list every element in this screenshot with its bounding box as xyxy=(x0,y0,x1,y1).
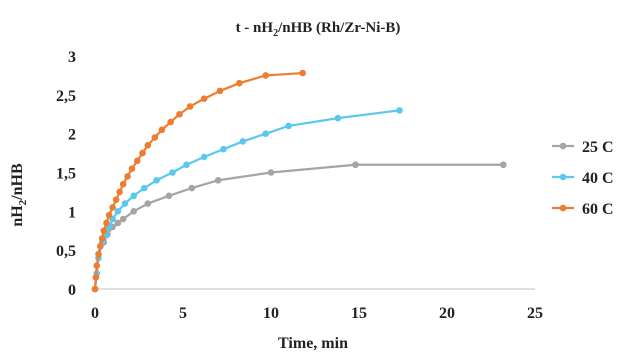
data-point xyxy=(139,149,146,157)
data-point xyxy=(96,242,104,250)
data-point xyxy=(200,95,208,103)
x-tick-label: 25 xyxy=(527,305,543,322)
y-axis-title: nH2/nHB xyxy=(9,163,29,227)
y-tick-label: 2 xyxy=(68,127,76,144)
data-point xyxy=(124,173,131,180)
data-point xyxy=(167,118,174,126)
data-point xyxy=(130,192,138,200)
data-point xyxy=(285,122,292,130)
series-40-c xyxy=(91,107,403,293)
data-point xyxy=(128,165,136,172)
data-point xyxy=(262,72,270,79)
data-point xyxy=(119,180,127,188)
series-60-c xyxy=(91,69,306,293)
chart-title: t - nH2/nHB (Rh/Zr-Ni-B) xyxy=(236,20,401,39)
data-point xyxy=(500,161,507,169)
data-point xyxy=(98,235,106,242)
data-point xyxy=(93,262,101,270)
data-point xyxy=(396,107,403,114)
data-point xyxy=(214,176,222,184)
y-axis-title-subscript: 2 xyxy=(17,199,29,205)
data-point xyxy=(165,192,173,200)
data-point xyxy=(186,103,194,110)
y-tick-label: 0,5 xyxy=(56,243,76,260)
y-axis-title-part: nH xyxy=(9,205,26,227)
data-point xyxy=(95,250,102,258)
x-axis-title: Time, min xyxy=(278,335,348,352)
legend-swatch-marker xyxy=(559,204,567,212)
legend-label: 40 C xyxy=(582,170,614,187)
legend-item: 60 C xyxy=(552,201,614,218)
y-tick-label: 1,5 xyxy=(56,166,76,183)
data-point xyxy=(299,69,306,77)
data-point xyxy=(188,184,196,192)
axes: 0 5 10 15 20 25 0 0,5 1 1,5 2 2,5 3 xyxy=(56,49,543,322)
x-tick-label: 20 xyxy=(439,305,455,322)
chart-title-part: t - nH xyxy=(236,20,274,36)
data-point xyxy=(352,161,359,169)
data-point xyxy=(267,169,275,176)
legend: 25 C 40 C 60 C xyxy=(552,139,614,218)
data-point xyxy=(114,219,122,227)
y-axis-title-part: /nHB xyxy=(9,163,26,201)
legend-label: 60 C xyxy=(582,201,614,218)
y-tick-label: 2,5 xyxy=(56,88,76,105)
chart-title-part: /nHB (Rh/Zr-Ni-B) xyxy=(277,20,400,36)
data-point xyxy=(130,208,138,215)
data-point xyxy=(334,114,342,122)
data-point xyxy=(91,285,99,293)
data-point xyxy=(169,169,176,176)
data-point xyxy=(100,227,108,235)
chart-title-subscript: 2 xyxy=(273,28,278,39)
x-tick-label: 0 xyxy=(91,305,99,322)
data-point xyxy=(112,196,120,203)
data-point xyxy=(119,215,127,223)
legend-label: 25 C xyxy=(582,139,614,156)
data-point xyxy=(220,145,227,153)
data-point xyxy=(262,130,270,137)
data-point xyxy=(144,142,152,149)
y-tick-label: 0 xyxy=(68,282,76,299)
data-point xyxy=(200,153,208,161)
data-point xyxy=(133,157,141,165)
legend-swatch-marker xyxy=(559,142,567,150)
legend-item: 40 C xyxy=(552,170,614,187)
y-tick-label: 3 xyxy=(68,49,76,66)
data-point xyxy=(140,184,148,192)
x-tick-label: 15 xyxy=(351,305,367,322)
data-point xyxy=(176,110,183,118)
data-point xyxy=(144,200,152,207)
data-point xyxy=(116,188,123,196)
y-tick-label: 1 xyxy=(68,204,76,221)
data-point xyxy=(216,87,224,95)
legend-item: 25 C xyxy=(552,139,614,156)
data-point xyxy=(121,200,129,207)
x-tick-label: 5 xyxy=(179,305,187,322)
legend-swatch-marker xyxy=(559,173,567,181)
data-point xyxy=(109,204,116,211)
data-point xyxy=(183,161,190,169)
data-point xyxy=(153,176,160,184)
data-point xyxy=(239,138,247,145)
data-point xyxy=(114,208,122,215)
data-point xyxy=(236,79,243,87)
x-tick-label: 10 xyxy=(263,305,279,322)
series-line xyxy=(93,109,400,290)
data-point xyxy=(103,219,110,227)
data-point xyxy=(92,274,100,281)
data-point xyxy=(151,134,159,141)
data-point xyxy=(105,211,113,219)
data-point xyxy=(158,126,166,134)
series-line xyxy=(93,71,303,290)
series-layer xyxy=(91,69,507,293)
